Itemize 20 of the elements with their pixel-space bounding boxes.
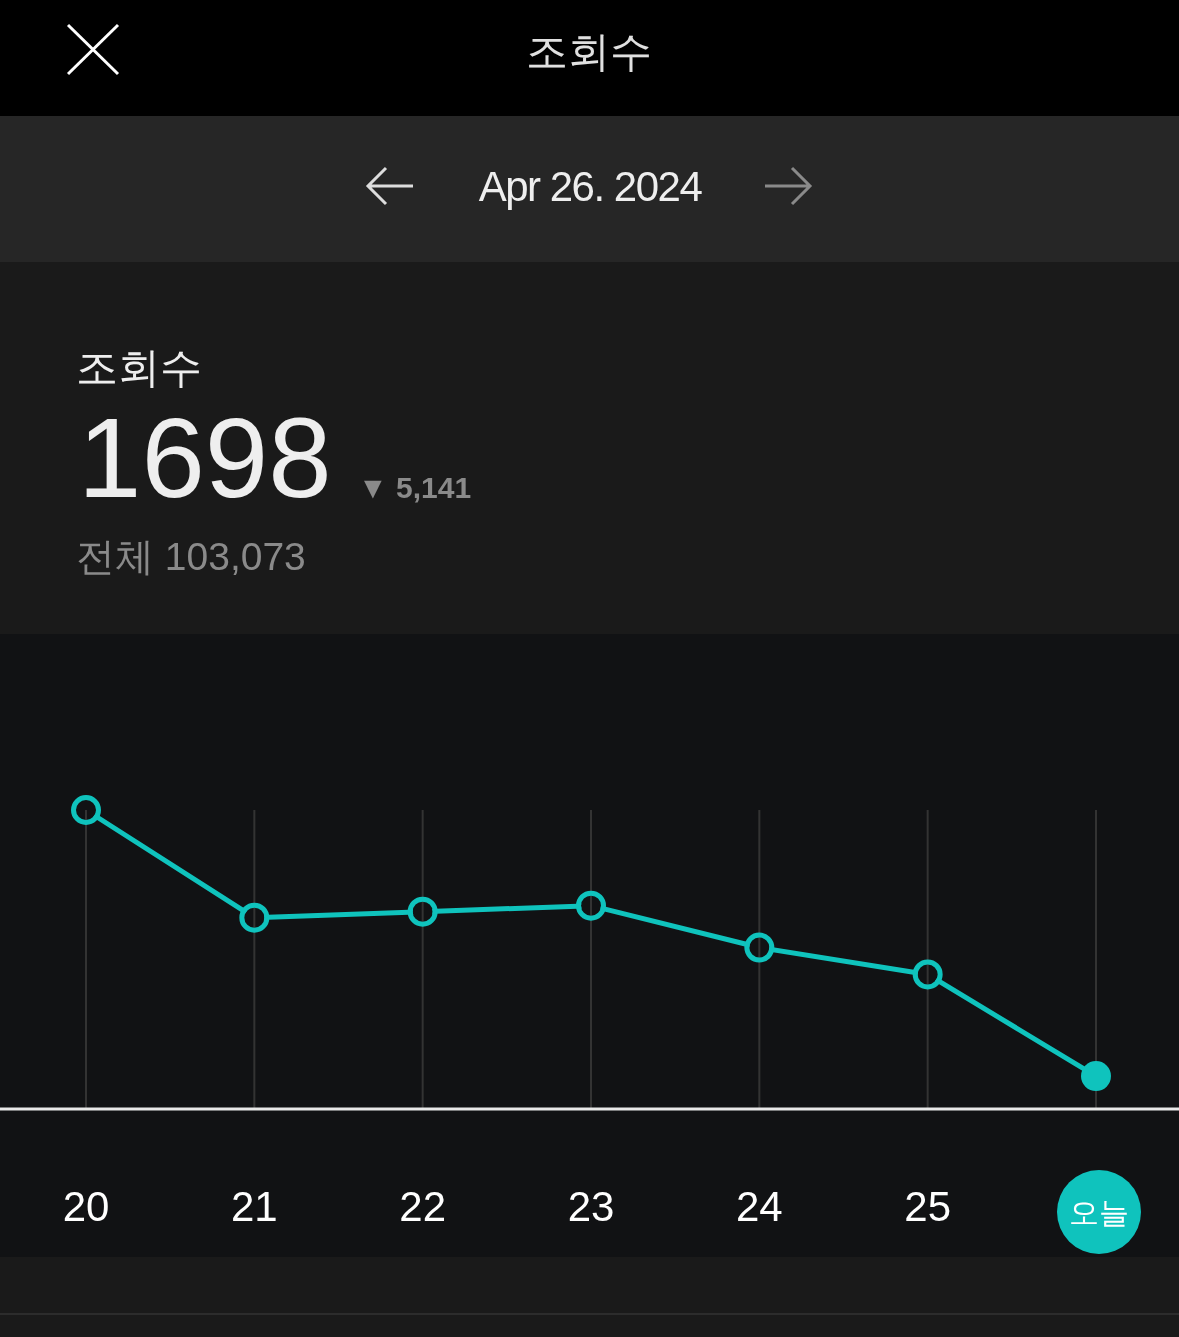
point [1081, 1061, 1111, 1092]
point [744, 932, 775, 963]
text: 1698 [78, 394, 332, 521]
point [71, 795, 101, 825]
text: ▼ 5,141 [358, 471, 472, 504]
x-tick-label: 21 [230, 1183, 278, 1230]
x-tick-label: 24 [735, 1183, 783, 1230]
point [912, 959, 943, 990]
x-tick-label: 25 [904, 1183, 952, 1230]
text: 전체 103,073 [76, 535, 306, 578]
x-tick-label: 23 [567, 1183, 615, 1230]
chart-title: 조회수 [526, 28, 652, 75]
x-tick-label: 오늘 [1069, 1196, 1129, 1229]
chart-subtitle: Apr 26. 2024 [478, 163, 703, 210]
text: 조회수 [76, 344, 202, 391]
point [239, 902, 270, 933]
point [407, 896, 438, 927]
point [576, 890, 606, 921]
x-tick-label: 22 [399, 1183, 447, 1230]
x-tick-label: 20 [62, 1183, 110, 1230]
